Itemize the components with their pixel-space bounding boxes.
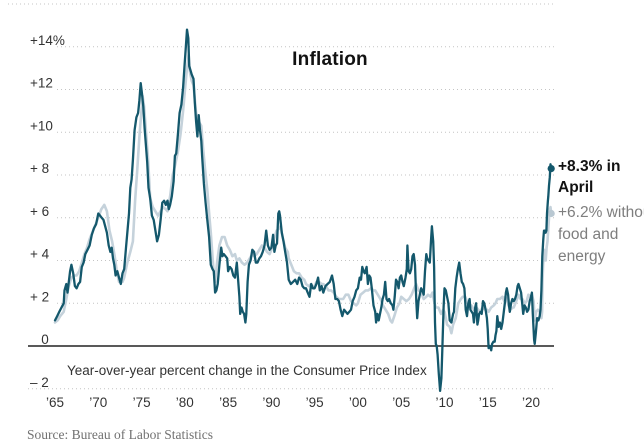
y-axis-label-4: + 4 bbox=[30, 247, 50, 262]
x-axis-label-1980: ’80 bbox=[176, 395, 194, 410]
x-axis-label-1975: ’75 bbox=[133, 395, 151, 410]
y-axis-label-2: + 2 bbox=[30, 289, 49, 304]
x-axis-label-1965: ’65 bbox=[46, 395, 64, 410]
headline-end-dot bbox=[547, 165, 555, 173]
chart-title: Inflation bbox=[292, 49, 368, 70]
x-axis-label-2015: ’15 bbox=[479, 395, 497, 410]
x-axis-label-1985: ’85 bbox=[219, 395, 237, 410]
x-axis-label-1970: ’70 bbox=[89, 395, 107, 410]
y-axis-label-10: +10 bbox=[30, 118, 53, 133]
y-axis-label--2: – 2 bbox=[30, 375, 49, 390]
x-axis-label-2020: ’20 bbox=[522, 395, 540, 410]
y-axis-label-8: + 8 bbox=[30, 161, 49, 176]
x-axis-label-2005: ’05 bbox=[392, 395, 410, 410]
source-credit: Source: Bureau of Labor Statistics bbox=[27, 427, 213, 442]
y-axis-label-6: + 6 bbox=[30, 204, 49, 219]
x-axis-label-2000: ’00 bbox=[349, 395, 367, 410]
x-axis-label-1990: ’90 bbox=[262, 395, 280, 410]
core-end-dot bbox=[547, 209, 555, 218]
y-axis-label-12: +12 bbox=[30, 76, 53, 91]
x-axis-label-2010: ’10 bbox=[435, 395, 453, 410]
core-cpi-annotation: +6.2% without food and energy bbox=[558, 204, 644, 265]
chart-subtitle-note: Year-over-year percent change in the Con… bbox=[67, 363, 427, 378]
cpi-all-items-line bbox=[53, 28, 553, 393]
y-axis-label-0: 0 bbox=[30, 332, 49, 347]
headline-cpi-annotation: +8.3% in April bbox=[558, 158, 621, 196]
y-axis-label-14: +14% bbox=[30, 33, 65, 48]
x-axis-label-1995: ’95 bbox=[306, 395, 324, 410]
